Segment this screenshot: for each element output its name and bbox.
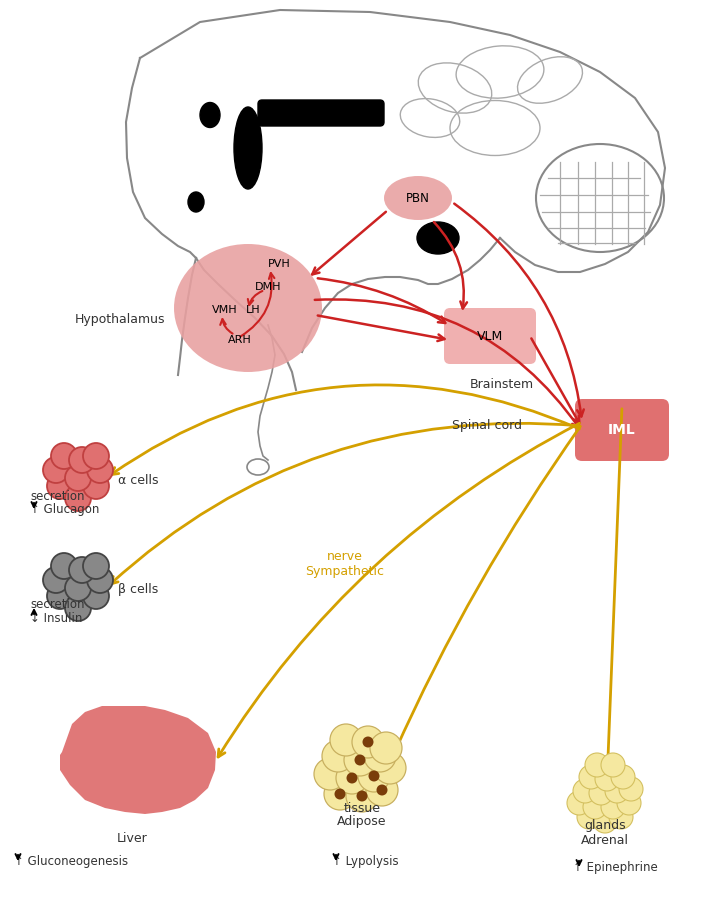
Circle shape: [364, 740, 396, 772]
Circle shape: [69, 557, 95, 583]
Circle shape: [347, 773, 357, 784]
Circle shape: [65, 465, 91, 491]
Circle shape: [51, 443, 77, 469]
Text: tissue: tissue: [343, 802, 381, 814]
Text: PVH: PVH: [268, 259, 291, 269]
Ellipse shape: [188, 192, 204, 212]
Text: Adrenal: Adrenal: [581, 834, 629, 846]
Text: secretion: secretion: [30, 597, 84, 611]
Circle shape: [370, 732, 402, 764]
Circle shape: [583, 795, 607, 819]
Circle shape: [83, 583, 109, 609]
Text: Hypothalamus: Hypothalamus: [75, 313, 165, 326]
Circle shape: [611, 765, 635, 789]
Text: Liver: Liver: [116, 832, 147, 844]
Text: ↓ Insulin: ↓ Insulin: [30, 612, 82, 624]
Circle shape: [346, 780, 378, 812]
Circle shape: [354, 755, 366, 766]
FancyBboxPatch shape: [444, 308, 536, 364]
Circle shape: [369, 770, 379, 782]
Text: glands: glands: [584, 820, 626, 833]
Text: secretion: secretion: [30, 489, 84, 503]
Text: α cells: α cells: [118, 474, 159, 487]
Text: PBN: PBN: [406, 191, 430, 205]
Ellipse shape: [417, 222, 459, 254]
Circle shape: [43, 457, 69, 483]
Circle shape: [579, 765, 603, 789]
Circle shape: [585, 753, 609, 777]
Polygon shape: [60, 706, 216, 814]
Circle shape: [357, 791, 367, 802]
Ellipse shape: [384, 176, 452, 220]
Circle shape: [362, 737, 374, 747]
Text: VLM: VLM: [477, 330, 503, 342]
Text: Spinal cord: Spinal cord: [452, 419, 522, 431]
Circle shape: [330, 724, 362, 756]
Text: ↑ Gluconeogenesis: ↑ Gluconeogenesis: [14, 855, 128, 869]
Circle shape: [601, 753, 625, 777]
Circle shape: [83, 473, 109, 499]
Circle shape: [589, 781, 613, 805]
Text: ↑ Glucagon: ↑ Glucagon: [30, 504, 99, 516]
Circle shape: [617, 791, 641, 815]
Circle shape: [619, 777, 643, 801]
Circle shape: [577, 805, 601, 829]
Text: β cells: β cells: [118, 583, 158, 596]
Text: Brainstem: Brainstem: [470, 378, 534, 390]
Circle shape: [336, 762, 368, 794]
Circle shape: [609, 805, 633, 829]
Circle shape: [65, 595, 91, 621]
Circle shape: [593, 809, 617, 833]
Text: DMH: DMH: [255, 282, 281, 292]
Circle shape: [47, 473, 73, 499]
Text: LH: LH: [246, 305, 261, 315]
Circle shape: [366, 774, 398, 806]
Circle shape: [605, 779, 629, 803]
Circle shape: [335, 788, 345, 799]
Text: nerve: nerve: [327, 550, 363, 563]
Ellipse shape: [174, 244, 322, 372]
Text: IML: IML: [608, 423, 636, 437]
Circle shape: [344, 744, 376, 776]
Text: ↑ Epinephrine: ↑ Epinephrine: [573, 862, 658, 874]
Circle shape: [314, 758, 346, 790]
Circle shape: [65, 575, 91, 601]
Circle shape: [83, 443, 109, 469]
Circle shape: [87, 457, 113, 483]
Circle shape: [69, 447, 95, 473]
Ellipse shape: [200, 102, 220, 128]
Text: VMH: VMH: [212, 305, 238, 315]
Circle shape: [322, 740, 354, 772]
Circle shape: [47, 583, 73, 609]
Circle shape: [43, 567, 69, 593]
Circle shape: [595, 767, 619, 791]
FancyBboxPatch shape: [258, 100, 384, 126]
Circle shape: [65, 485, 91, 511]
Circle shape: [352, 726, 384, 758]
Circle shape: [324, 778, 356, 810]
Text: ARH: ARH: [228, 335, 252, 345]
Circle shape: [573, 779, 597, 803]
Circle shape: [51, 553, 77, 579]
Circle shape: [83, 553, 109, 579]
Circle shape: [374, 752, 406, 784]
Circle shape: [358, 760, 390, 792]
Text: Sympathetic: Sympathetic: [306, 565, 384, 579]
Circle shape: [601, 795, 625, 819]
Ellipse shape: [234, 107, 262, 189]
FancyBboxPatch shape: [575, 399, 669, 461]
Circle shape: [87, 567, 113, 593]
Circle shape: [567, 791, 591, 815]
Circle shape: [376, 785, 388, 795]
Text: ↑ Lypolysis: ↑ Lypolysis: [332, 855, 398, 869]
Text: Adipose: Adipose: [337, 815, 386, 828]
